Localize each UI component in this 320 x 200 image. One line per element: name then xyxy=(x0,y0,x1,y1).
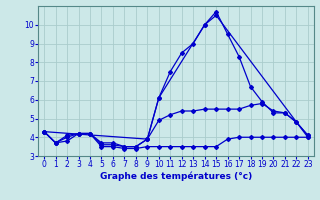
X-axis label: Graphe des températures (°c): Graphe des températures (°c) xyxy=(100,172,252,181)
